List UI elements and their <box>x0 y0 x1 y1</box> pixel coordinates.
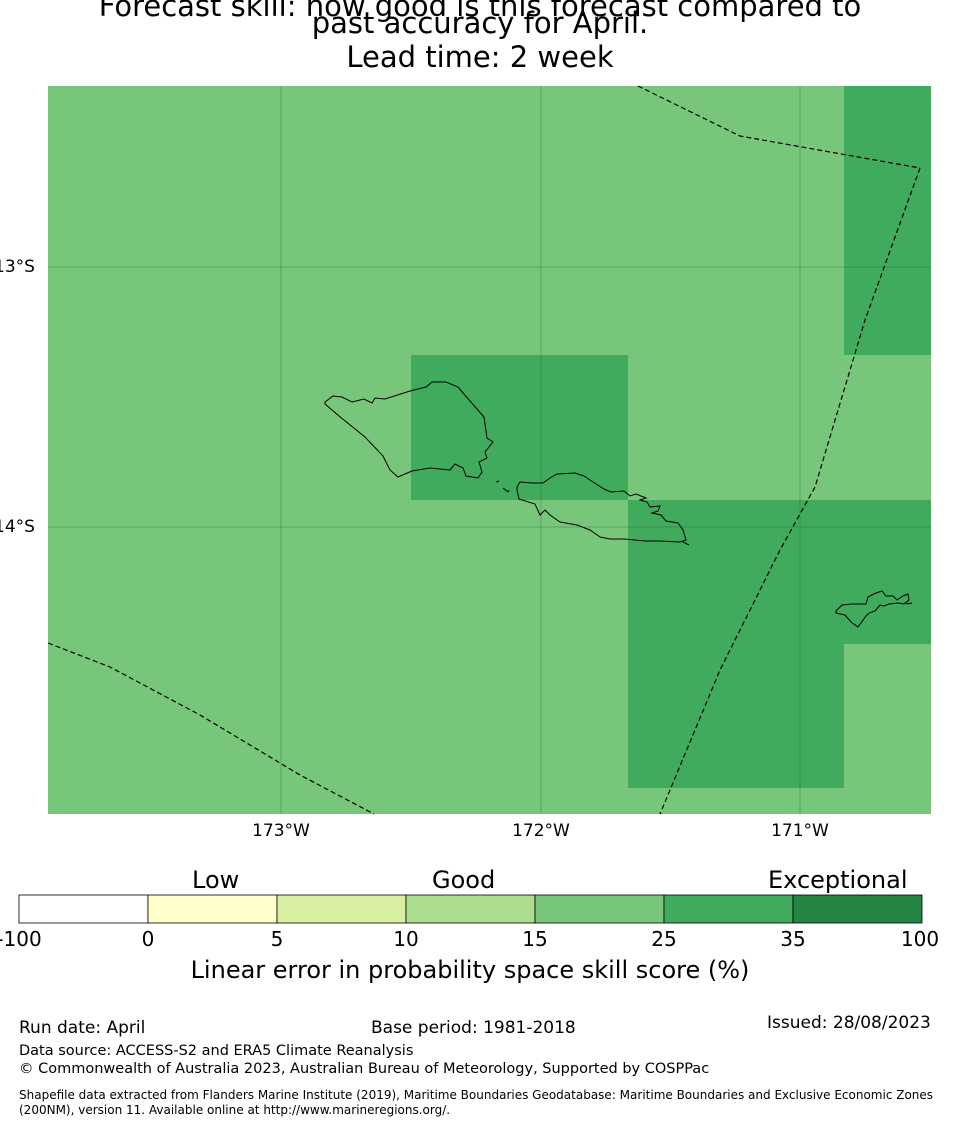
colorbar-tick: 5 <box>270 927 284 951</box>
colorbar-bin <box>405 894 536 924</box>
eez-boundary-southwest <box>47 642 375 815</box>
colorbar-category-exceptional: Exceptional <box>768 866 908 894</box>
skill-cell-25-35 <box>411 355 628 500</box>
colorbar-bin <box>18 894 149 924</box>
issued-date: Issued: 28/08/2023 <box>767 1013 931 1033</box>
lon-label-172w: 172°W <box>512 821 570 841</box>
colorbar-bin <box>663 894 794 924</box>
skill-cell-25-35 <box>628 500 844 788</box>
graticule <box>48 86 931 814</box>
eez-boundary-north <box>637 85 921 169</box>
lon-label-171w: 171°W <box>771 821 829 841</box>
title-line-3: Lead time: 2 week <box>346 40 614 74</box>
colorbar-bin <box>147 894 278 924</box>
colorbar-tick: 25 <box>651 927 677 951</box>
colorbar-tick: 10 <box>393 927 419 951</box>
island-savaii <box>324 381 494 479</box>
skill-cell-25-35 <box>844 500 931 644</box>
colorbar-category-good: Good <box>432 866 496 894</box>
island-upolu-east-tip <box>682 541 690 546</box>
eez-boundaries <box>47 85 921 815</box>
data-source: Data source: ACCESS-S2 and ERA5 Climate … <box>19 1043 414 1059</box>
lat-label-13s: 13°S <box>0 257 35 277</box>
colorbar-tick: 0 <box>141 927 155 951</box>
colorbar-bin <box>792 894 923 924</box>
run-date: Run date: April <box>19 1018 146 1038</box>
colorbar-tick: 15 <box>522 927 548 951</box>
title-line-1: Forecast skill: how good is this forecas… <box>98 0 862 23</box>
island-tutuila <box>835 590 910 628</box>
island-upolu <box>516 472 687 543</box>
title-line-2: past accuracy for April. <box>311 6 649 40</box>
colorbar <box>18 894 923 924</box>
island-apolima <box>495 480 500 483</box>
colorbar-bin <box>276 894 407 924</box>
copyright: © Commonwealth of Australia 2023, Austra… <box>19 1061 710 1077</box>
skill-cell-25-35 <box>844 86 931 355</box>
colorbar-tick: 35 <box>780 927 806 951</box>
island-aunuu <box>905 602 913 605</box>
lon-label-173w: 173°W <box>252 821 310 841</box>
colorbar-bin <box>534 894 665 924</box>
shapefile-credit: Shapefile data extracted from Flanders M… <box>19 1088 934 1117</box>
eez-boundary-east <box>659 167 921 815</box>
lat-label-14s: 14°S <box>0 517 35 537</box>
colorbar-tick: -100 <box>0 927 42 951</box>
colorbar-label: Linear error in probability space skill … <box>190 956 750 984</box>
coastlines <box>324 381 913 628</box>
map-panel <box>47 85 931 815</box>
base-period: Base period: 1981-2018 <box>371 1018 576 1038</box>
colorbar-tick: 100 <box>900 927 940 951</box>
colorbar-category-low: Low <box>192 866 240 894</box>
island-manono <box>502 487 510 493</box>
